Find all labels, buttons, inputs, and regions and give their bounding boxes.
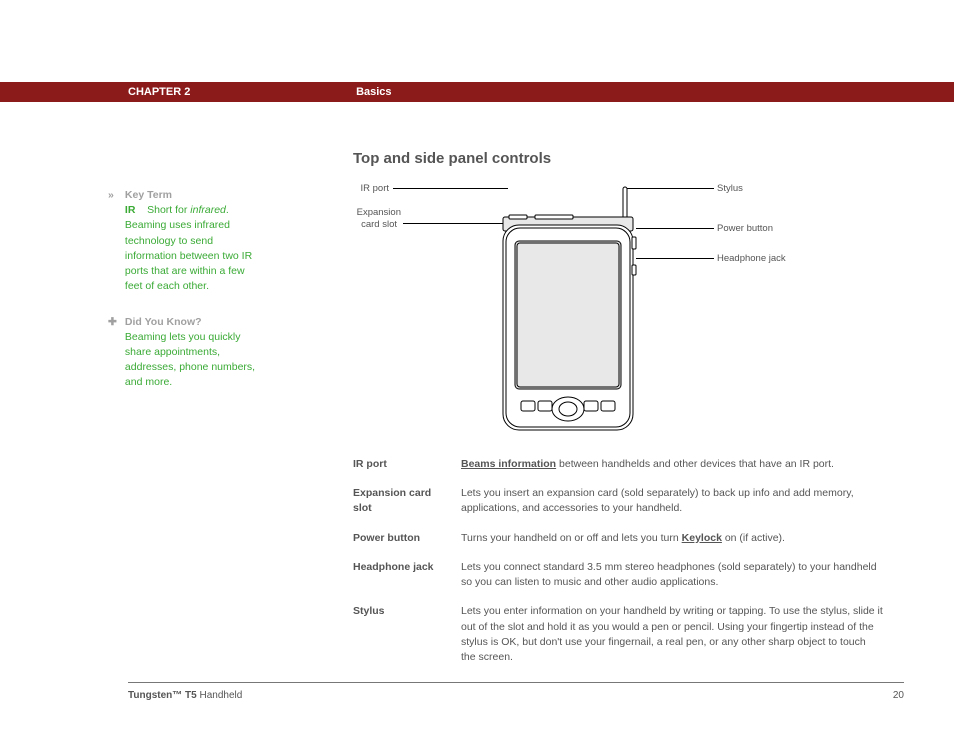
- key-term-ir: IR: [125, 204, 136, 216]
- dyk-title: Did You Know?: [125, 316, 202, 328]
- device-illustration: [488, 185, 648, 437]
- key-term-body: Beaming uses infrared technology to send…: [125, 219, 252, 292]
- key-term-shortfor: Short for: [147, 204, 190, 216]
- dyk-body: Beaming lets you quickly share appointme…: [125, 331, 255, 389]
- def-label: Headphone jack: [353, 560, 461, 590]
- key-term-title: Key Term: [125, 189, 172, 201]
- link-beams[interactable]: Beams information: [461, 458, 556, 470]
- def-row-exp: Expansion card slot Lets you insert an e…: [353, 486, 883, 516]
- def-label: Stylus: [353, 604, 461, 665]
- dyk-marker: ✚: [108, 315, 122, 330]
- device-diagram: IR port Expansion card slot Stylus Power…: [353, 177, 858, 441]
- key-term-italic: infrared: [190, 204, 226, 216]
- definitions-list: IR port Beams information between handhe…: [353, 457, 883, 679]
- label-ir-port: IR port: [353, 183, 389, 194]
- chapter-label: CHAPTER 2: [128, 82, 353, 102]
- label-exp-1: Expansion: [345, 207, 401, 218]
- def-row-power: Power button Turns your handheld on or o…: [353, 531, 883, 546]
- def-label: Expansion card slot: [353, 486, 461, 516]
- link-keylock[interactable]: Keylock: [682, 532, 722, 544]
- footer-product: Tungsten™ T5 Handheld: [128, 690, 242, 701]
- chapter-header: CHAPTER 2 Basics: [0, 82, 954, 102]
- def-label: IR port: [353, 457, 461, 472]
- page-title: Top and side panel controls: [353, 150, 551, 167]
- section-label: Basics: [356, 82, 391, 102]
- def-text: Turns your handheld on or off and lets y…: [461, 531, 883, 546]
- def-text: Lets you insert an expansion card (sold …: [461, 486, 883, 516]
- footer-rule: [128, 682, 904, 683]
- page-number: 20: [893, 690, 904, 701]
- label-stylus: Stylus: [717, 183, 743, 194]
- def-text: Lets you enter information on your handh…: [461, 604, 883, 665]
- label-exp-2: card slot: [345, 219, 397, 230]
- def-row-headphone: Headphone jack Lets you connect standard…: [353, 560, 883, 590]
- key-term-marker: »: [108, 188, 122, 203]
- key-term-block: » Key Term IR Short for infrared. Beamin…: [108, 188, 270, 295]
- def-row-stylus: Stylus Lets you enter information on you…: [353, 604, 883, 665]
- label-headphone: Headphone jack: [717, 253, 786, 264]
- sidebar: » Key Term IR Short for infrared. Beamin…: [108, 188, 270, 411]
- def-row-ir: IR port Beams information between handhe…: [353, 457, 883, 472]
- did-you-know-block: ✚ Did You Know? Beaming lets you quickly…: [108, 315, 270, 391]
- def-label: Power button: [353, 531, 461, 546]
- label-power: Power button: [717, 223, 773, 234]
- def-text: Lets you connect standard 3.5 mm stereo …: [461, 560, 883, 590]
- def-text: Beams information between handhelds and …: [461, 457, 883, 472]
